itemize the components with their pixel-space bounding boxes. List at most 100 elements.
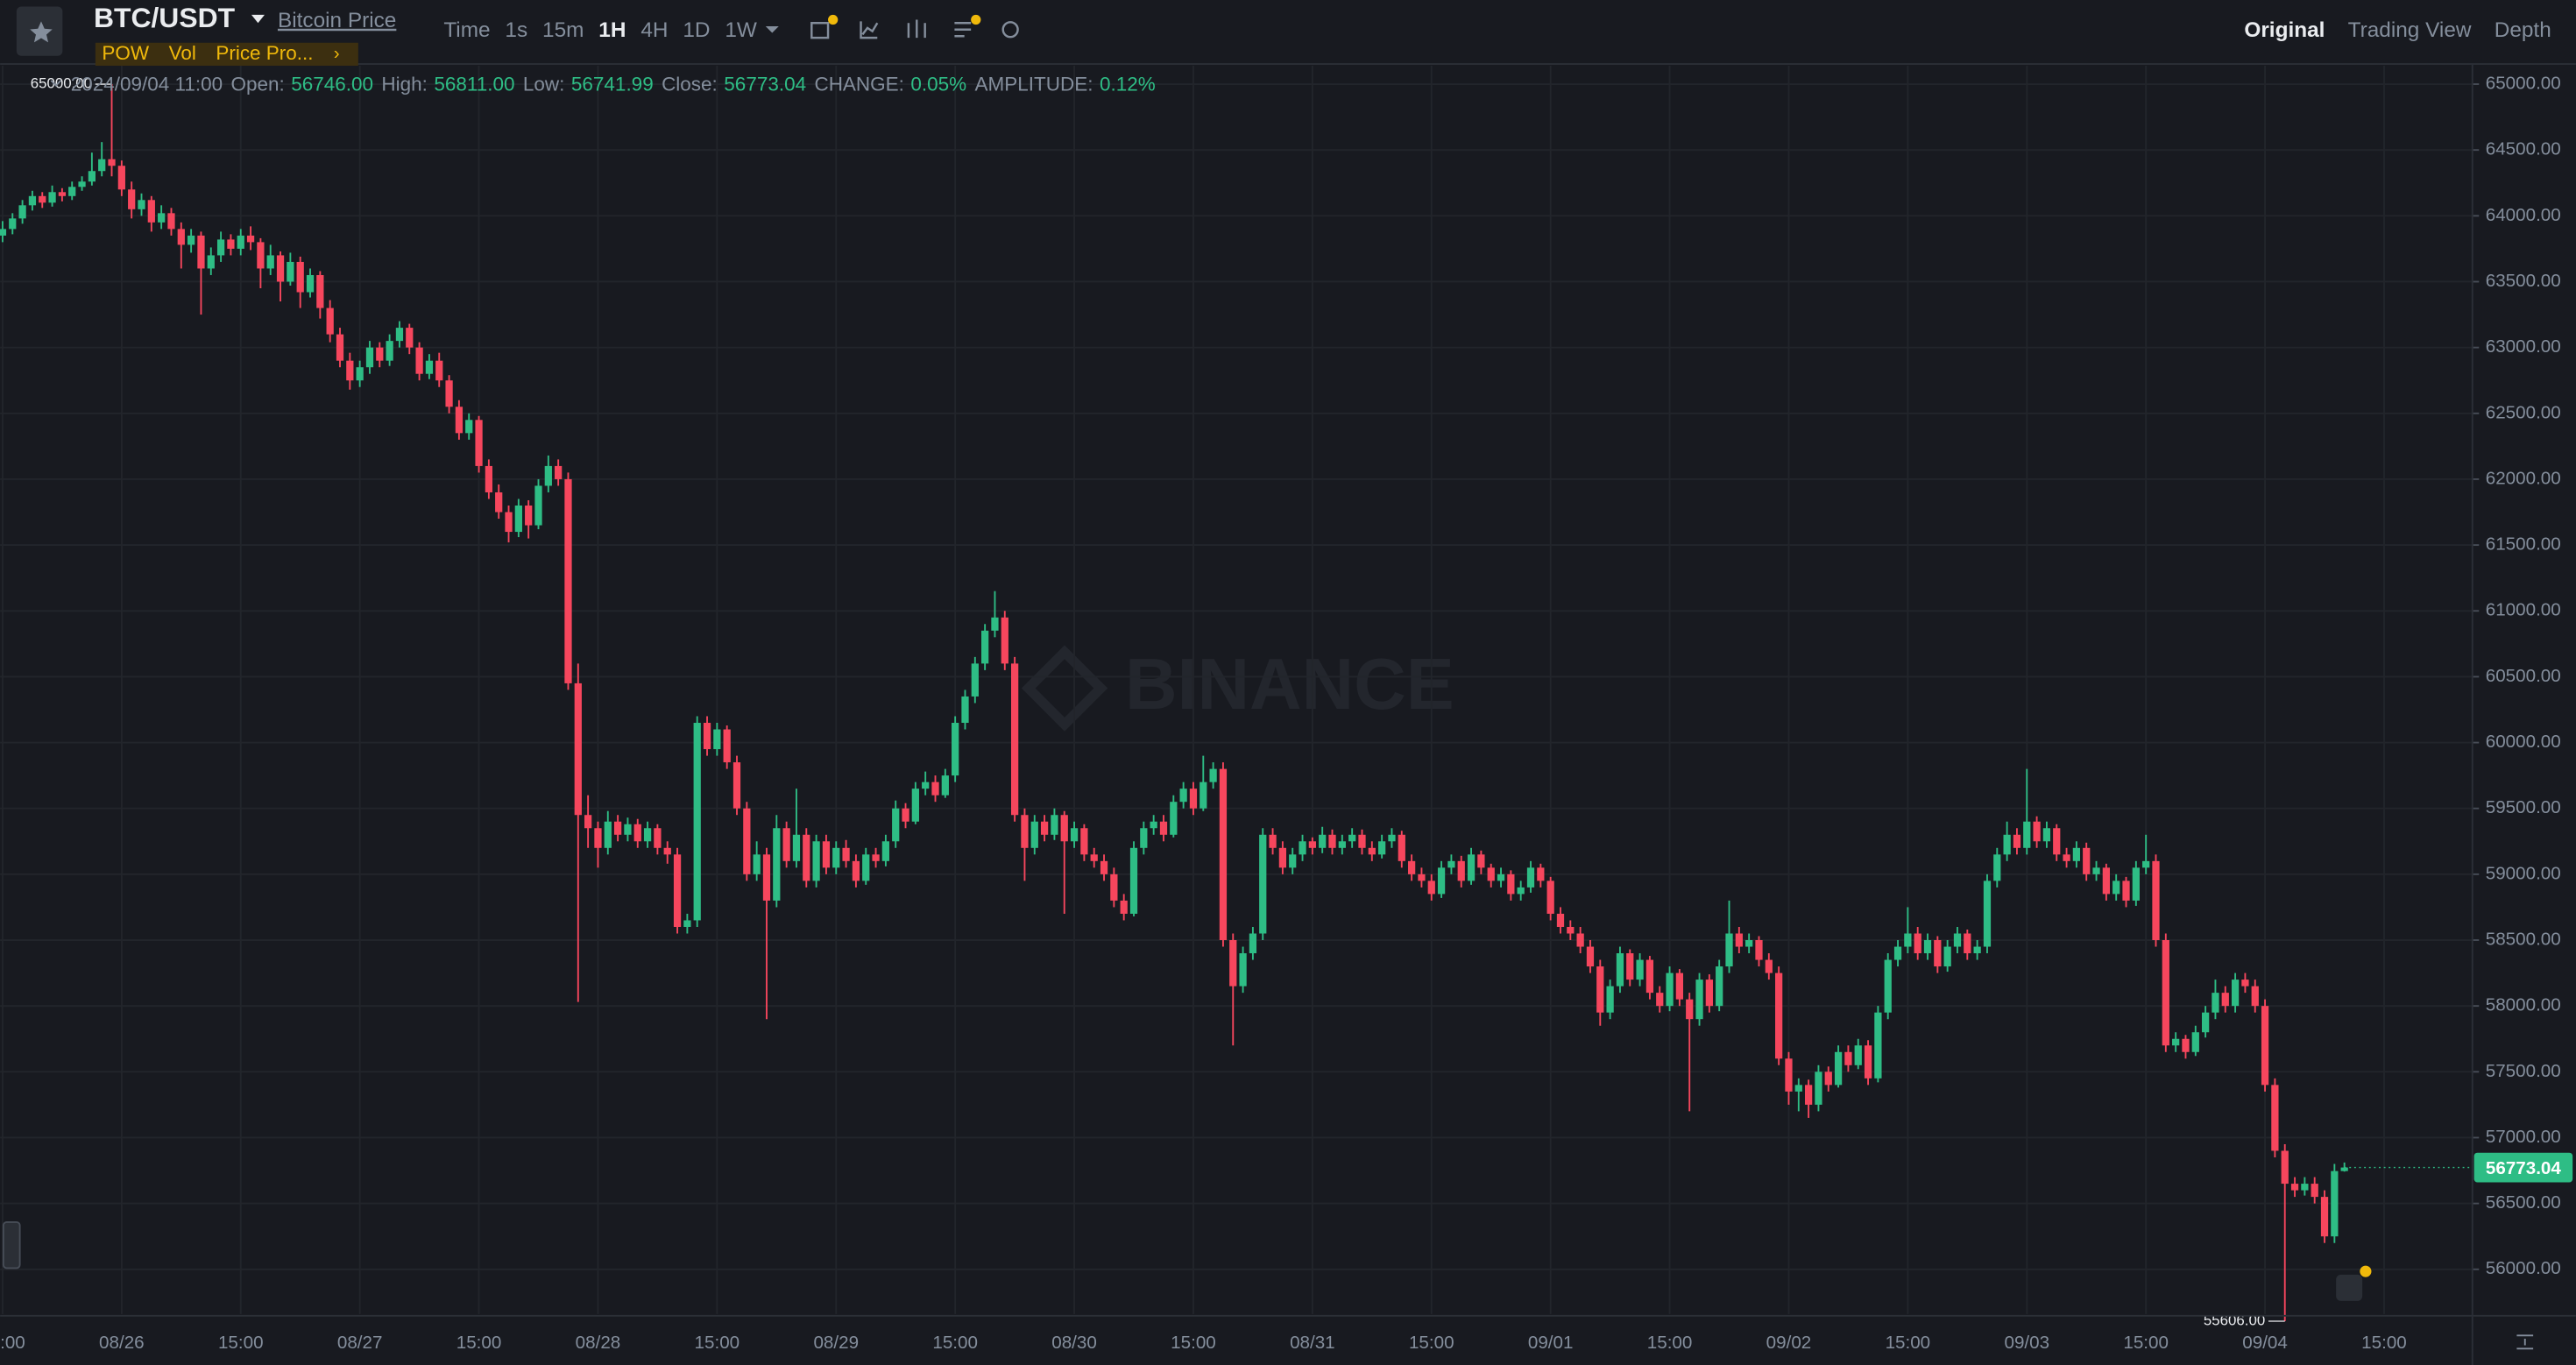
interval-tab[interactable]: 1s	[505, 18, 527, 42]
candle-body	[2023, 821, 2031, 848]
more-arrow[interactable]: ›	[334, 43, 340, 63]
y-tick-label: 56500.00	[2486, 1192, 2561, 1213]
layout-icon[interactable]	[954, 22, 972, 38]
view-tab[interactable]: Depth	[2495, 18, 2551, 42]
x-tick-label: 08/28	[576, 1333, 621, 1353]
candle-body	[78, 181, 86, 187]
candle-body	[2320, 1197, 2329, 1237]
candle-body	[1219, 768, 1228, 941]
interval-tab[interactable]: 1W	[725, 18, 757, 42]
notify-dot	[971, 14, 981, 25]
legend-field-value: 0.05%	[910, 73, 966, 95]
candle-body	[1953, 933, 1962, 947]
candle-body	[1100, 860, 1108, 874]
candle-body	[654, 828, 662, 848]
subtitle-link[interactable]: Bitcoin Price	[278, 9, 396, 32]
candle-body	[1467, 854, 1476, 881]
candle-body	[1040, 821, 1049, 835]
candle-body	[1576, 933, 1584, 947]
y-tick-label: 61000.00	[2486, 600, 2561, 620]
interval-tab[interactable]: 15m	[542, 18, 584, 42]
event-icon[interactable]	[2336, 1274, 2363, 1301]
draw-icon[interactable]	[860, 21, 879, 39]
candle-body	[1884, 959, 1892, 1013]
candle-body	[1010, 663, 1019, 816]
ohlc-legend: 2024/09/04 11:00 Open: 56746.00 High: 56811.…	[71, 73, 1156, 95]
candle-body	[2003, 834, 2011, 855]
candle-body	[1487, 867, 1495, 881]
indicator-icon[interactable]	[810, 22, 830, 39]
x-tick-label: 15:00	[2123, 1333, 2169, 1353]
candle-body	[782, 828, 790, 861]
legend-field-name: High:	[381, 73, 427, 95]
candle-body	[2132, 867, 2140, 901]
candle-body	[1179, 789, 1187, 803]
y-tick-label: 56000.00	[2486, 1258, 2561, 1278]
axis-scale-icon[interactable]	[2516, 1334, 2534, 1350]
candle-body	[188, 235, 195, 245]
y-tick-label: 61500.00	[2486, 534, 2561, 555]
candle-body	[1606, 986, 1614, 1013]
candle-body	[1150, 821, 1157, 829]
candle-body	[316, 274, 324, 308]
candle-body	[803, 834, 810, 881]
candle-body	[822, 841, 831, 868]
indicator-tag[interactable]: Vol	[169, 42, 196, 64]
candle-body	[1319, 834, 1327, 848]
candle-body	[1457, 860, 1465, 881]
candle-body	[1943, 946, 1951, 967]
candle-body	[1904, 933, 1912, 947]
candle-body	[633, 824, 641, 842]
candle-body	[1755, 940, 1763, 960]
collapse-icon[interactable]	[50, 80, 62, 87]
last-price-label: 56773.04	[2486, 1158, 2561, 1178]
candle-body	[1090, 854, 1098, 861]
candle-body	[376, 347, 384, 361]
candle-body	[1675, 972, 1684, 1000]
candle-body	[2290, 1184, 2299, 1191]
candle-body	[1705, 980, 1713, 1007]
candle-body	[1586, 946, 1595, 967]
candle-body	[395, 328, 404, 342]
indicator-tag[interactable]: POW	[102, 42, 149, 64]
symbol[interactable]: BTC/USDT	[94, 2, 236, 33]
candle-body	[892, 808, 900, 842]
interval-tab[interactable]: 1D	[683, 18, 710, 42]
candle-body	[88, 171, 96, 182]
candle-body	[346, 360, 354, 381]
candle-body	[108, 159, 116, 166]
candle-body	[1348, 834, 1356, 842]
candle-body	[1001, 617, 1008, 664]
candle-body	[1656, 993, 1664, 1007]
candle-body	[773, 828, 781, 901]
interval-tab[interactable]: 1H	[598, 18, 626, 42]
candle-body	[2102, 867, 2110, 895]
candle-body	[1129, 847, 1138, 914]
candle-body	[1497, 873, 1505, 881]
candle-body	[1200, 782, 1207, 809]
indicator-tag[interactable]: Price Pro...	[216, 42, 313, 64]
interval-tab[interactable]: Time	[443, 18, 490, 42]
y-tick-label: 63000.00	[2486, 336, 2561, 357]
settings-icon[interactable]	[1001, 21, 1019, 39]
candle-body	[415, 347, 423, 374]
candle-body	[514, 506, 522, 533]
interval-tab[interactable]: 4H	[640, 18, 668, 42]
candle-body	[2271, 1085, 2279, 1151]
view-tab[interactable]: Original	[2244, 18, 2325, 42]
candle-body	[1278, 847, 1287, 868]
x-tick-label: 09/03	[2004, 1333, 2049, 1353]
candle-body	[2301, 1184, 2309, 1191]
candle-body	[1725, 933, 1733, 967]
candle-body	[266, 255, 274, 269]
candle-icon[interactable]	[907, 19, 926, 39]
y-tick-label: 57000.00	[2486, 1127, 2561, 1147]
candle-body	[544, 465, 552, 486]
x-tick-label: 15:00	[1647, 1333, 1693, 1353]
view-tab[interactable]: Trading View	[2348, 18, 2472, 42]
y-tick-label: 57500.00	[2486, 1061, 2561, 1081]
candle-body	[2063, 854, 2070, 861]
candle-body	[991, 617, 999, 631]
candle-body	[1051, 815, 1058, 835]
side-toggle[interactable]	[2, 1220, 21, 1270]
